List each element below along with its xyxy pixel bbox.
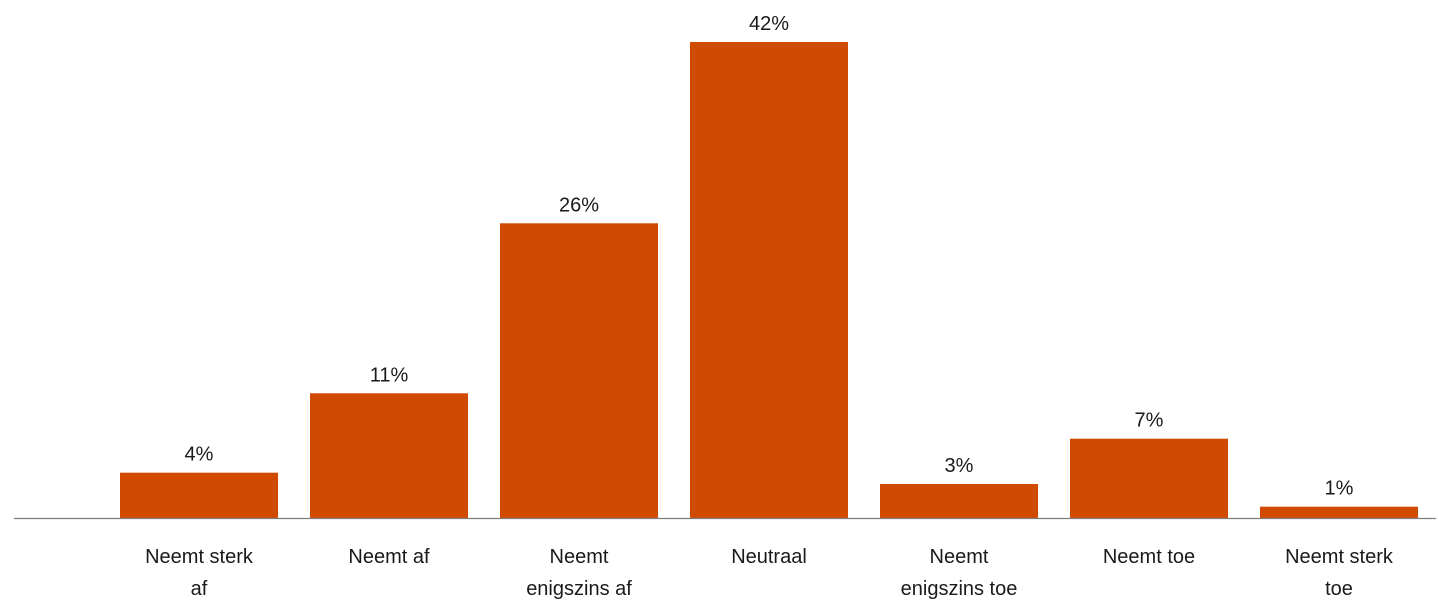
bar-value-label: 42%: [749, 13, 789, 35]
bar: [1070, 438, 1228, 518]
category-label-line: Neemt: [550, 546, 609, 568]
bar: [120, 472, 278, 518]
category-label-line: toe: [1325, 578, 1353, 600]
category-label-line: Neutraal: [731, 546, 807, 568]
bar: [880, 484, 1038, 518]
category-label-line: Neemt af: [348, 546, 430, 568]
category-label-line: enigszins toe: [901, 578, 1018, 600]
category-label-line: Neemt sterk: [145, 546, 254, 568]
category-label-line: Neemt sterk: [1285, 546, 1394, 568]
bar: [690, 42, 848, 518]
bar: [1260, 506, 1418, 518]
bar-value-label: 1%: [1325, 478, 1354, 500]
category-label-line: enigszins af: [526, 578, 632, 600]
category-label-line: Neemt: [930, 546, 989, 568]
category-label: Neemt enigszins toe: [901, 546, 1018, 600]
category-label: Neemt toe: [1103, 546, 1195, 568]
bar-value-label: 3%: [945, 455, 974, 477]
bar-value-label: 26%: [559, 194, 599, 216]
bar-value-label: 11%: [370, 364, 409, 386]
category-label: Neemt enigszins af: [526, 546, 632, 600]
category-label: Neemt af: [348, 546, 430, 568]
bars-group: [120, 42, 1418, 519]
category-label-line: af: [191, 578, 208, 600]
value-labels-group: 4% 11% 26% 42% 3% 7% 1%: [185, 13, 1354, 500]
category-label: Neutraal: [731, 546, 807, 568]
bar-value-label: 7%: [1135, 410, 1164, 432]
bar-value-label: 4%: [185, 444, 214, 466]
category-label: Neemt sterk toe: [1285, 546, 1394, 600]
bar: [500, 223, 658, 519]
bar: [310, 393, 468, 518]
category-label: Neemt sterk af: [145, 546, 254, 600]
category-label-line: Neemt toe: [1103, 546, 1195, 568]
